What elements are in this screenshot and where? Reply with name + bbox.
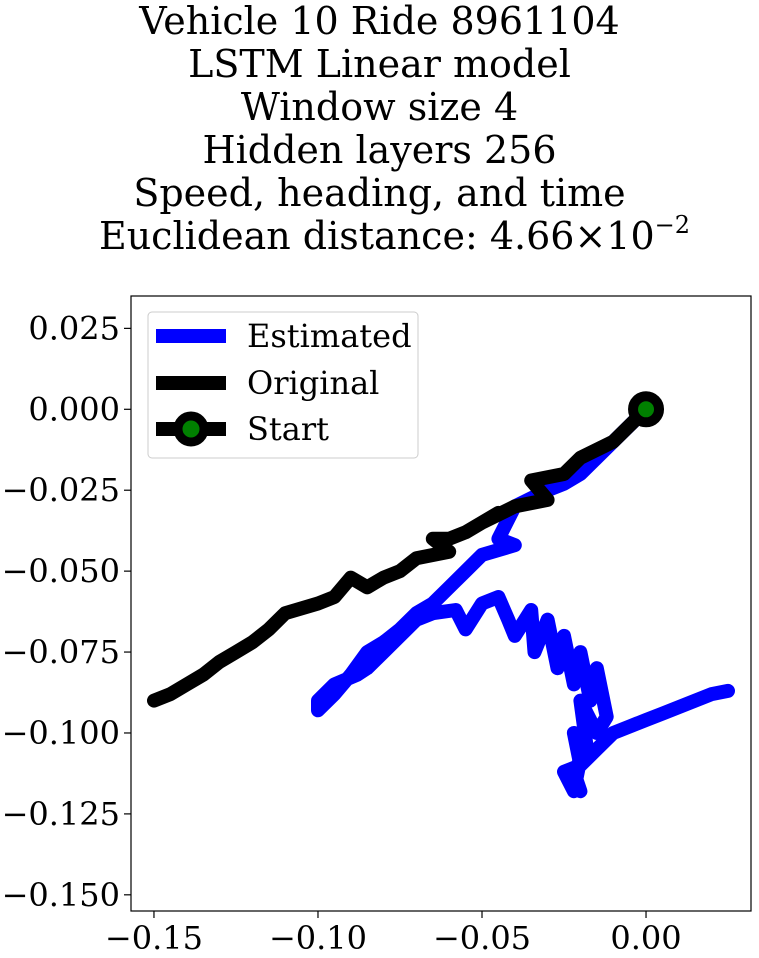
y-tick-label: −0.150 [2, 876, 120, 914]
y-tick-label: −0.050 [2, 552, 120, 590]
legend-start-marker [173, 411, 209, 447]
x-tick-label: −0.10 [269, 919, 367, 957]
series-line-original [147, 402, 653, 708]
distance-mantissa: 4.66 [489, 214, 575, 258]
distance-base: 10 [606, 214, 655, 258]
legend-label-original: Original [247, 364, 379, 402]
distance-label: Euclidean distance: [98, 214, 490, 258]
y-tick-label: 0.025 [28, 309, 120, 347]
title-line-5: Speed, heading, and time [133, 171, 626, 215]
y-tick-label: −0.100 [2, 714, 120, 752]
start-marker [628, 391, 665, 428]
chart-title: Vehicle 10 Ride 8961104 LSTM Linear mode… [0, 0, 759, 263]
y-tick-label: −0.075 [2, 633, 120, 671]
legend-label-estimated: Estimated [247, 317, 412, 355]
legend-box [147, 311, 419, 459]
title-distance-line: Euclidean distance: 4.66×10−2 [0, 211, 759, 263]
axes-frame [130, 295, 752, 912]
x-tick-label: −0.15 [105, 919, 203, 957]
y-axis: 0.025 0.000 −0.025 −0.050 −0.075 −0.100 −0.125… [2, 309, 131, 914]
title-line-1: Vehicle 10 Ride 8961104 [139, 0, 620, 43]
plot-area [147, 391, 735, 799]
legend: Estimated Original Start [147, 311, 419, 459]
title-line-3: Window size 4 [240, 85, 519, 129]
x-tick-label: −0.05 [433, 919, 531, 957]
series-line-estimated [311, 402, 735, 799]
y-tick-label: −0.125 [2, 795, 120, 833]
distance-times: × [574, 214, 607, 258]
distance-exponent: −2 [654, 211, 691, 239]
y-tick-label: −0.025 [2, 471, 120, 509]
legend-label-start: Start [247, 410, 329, 448]
y-tick-label: 0.000 [28, 390, 120, 428]
title-line-4: Hidden layers 256 [202, 128, 557, 172]
title-line-2: LSTM Linear model [188, 42, 571, 86]
x-axis: −0.15 −0.10 −0.05 0.00 [105, 911, 682, 957]
x-tick-label: 0.00 [610, 919, 681, 957]
